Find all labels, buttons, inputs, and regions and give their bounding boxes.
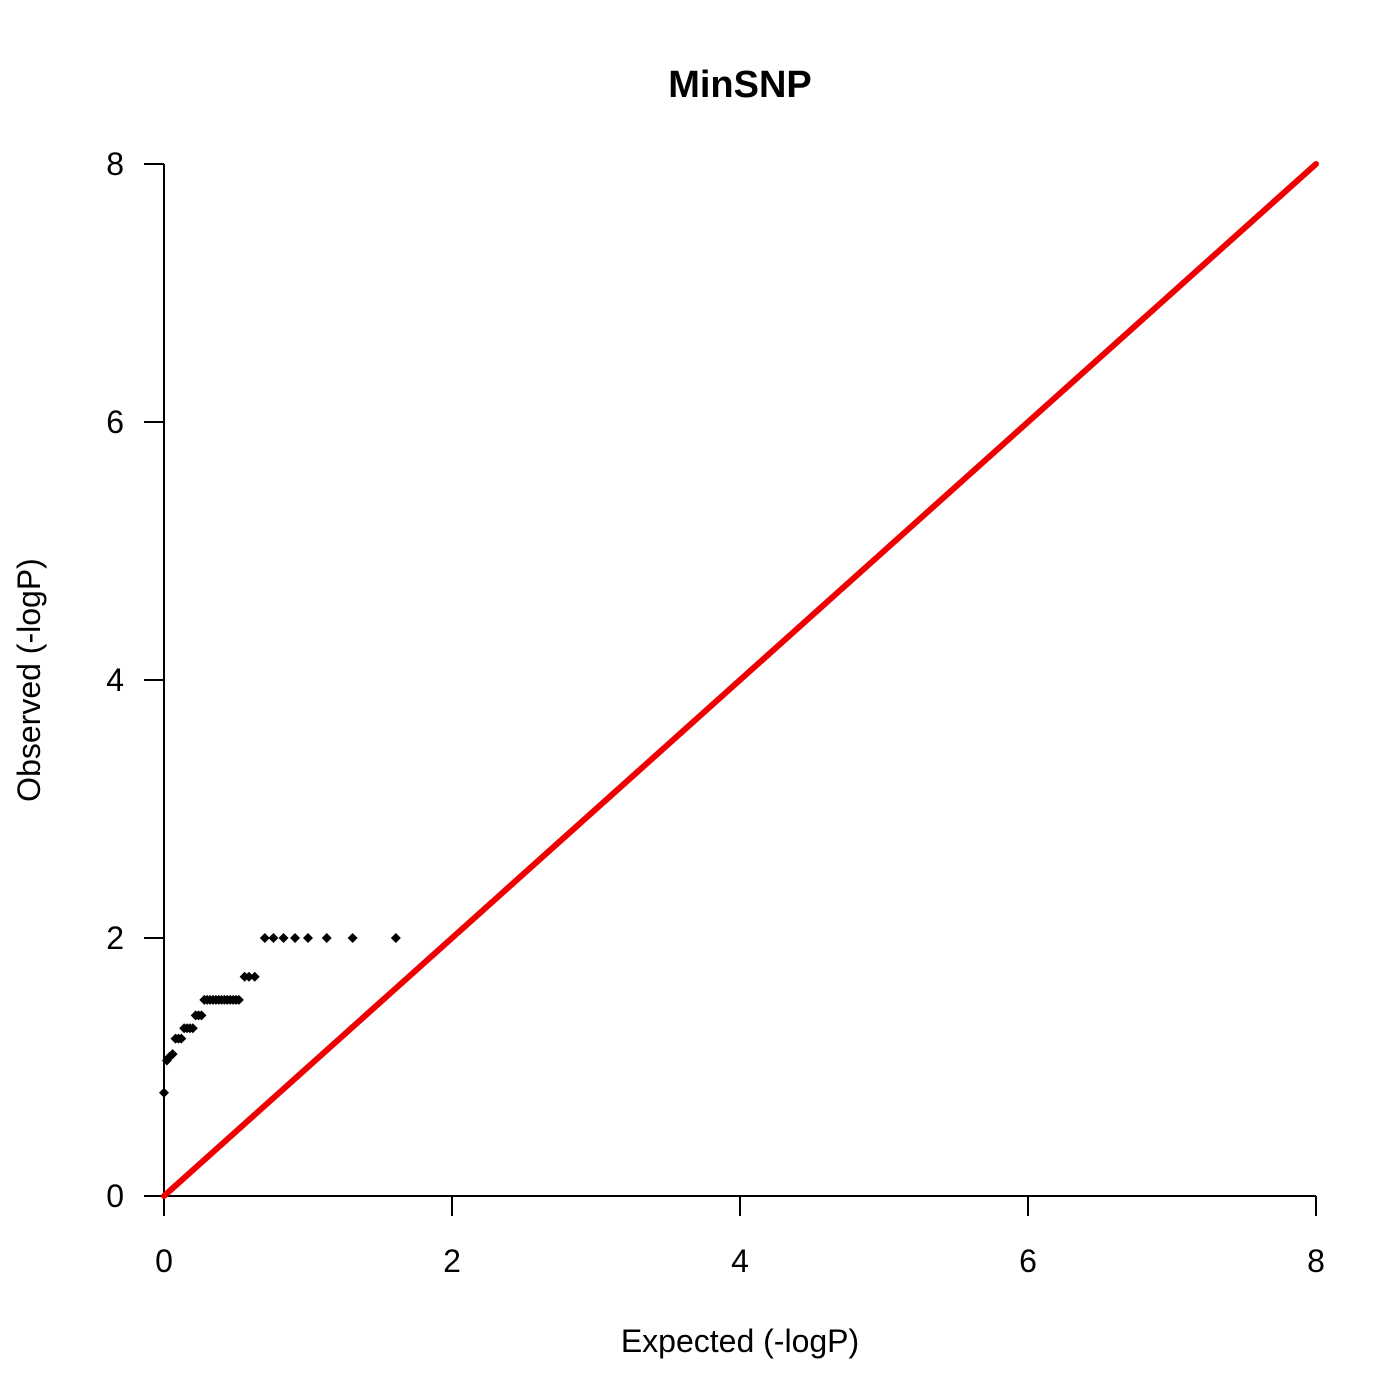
- data-point: [176, 1033, 187, 1044]
- data-point: [249, 971, 260, 982]
- x-axis-label: Expected (-logP): [621, 1323, 859, 1359]
- data-points: [159, 933, 401, 1098]
- x-tick-label: 2: [443, 1243, 461, 1279]
- x-tick-label: 4: [731, 1243, 749, 1279]
- y-tick-label: 2: [106, 920, 124, 956]
- data-point: [187, 1023, 198, 1034]
- data-point: [243, 971, 254, 982]
- data-point: [321, 933, 332, 943]
- data-point: [278, 933, 289, 943]
- x-tick-label: 0: [155, 1243, 173, 1279]
- data-point: [303, 933, 313, 943]
- data-point: [167, 1049, 178, 1060]
- y-tick-label: 6: [106, 404, 124, 440]
- y-tick-label: 0: [106, 1178, 124, 1214]
- y-tick-label: 4: [106, 662, 124, 698]
- x-tick-label: 8: [1307, 1243, 1325, 1279]
- data-point: [347, 933, 358, 943]
- data-point: [390, 933, 401, 943]
- data-point: [268, 933, 279, 943]
- y-axis-label: Observed (-logP): [11, 558, 47, 802]
- x-tick-label: 6: [1019, 1243, 1037, 1279]
- x-axis-ticks: 0 2 4 6 8: [155, 1196, 1325, 1279]
- reference-line-group: [161, 161, 1319, 1199]
- data-point: [196, 1010, 207, 1021]
- y-axis-ticks: 0 2 4 6 8: [106, 146, 164, 1214]
- data-point: [159, 1087, 169, 1098]
- data-point: [233, 994, 244, 1005]
- y-tick-label: 8: [106, 146, 124, 182]
- data-point: [290, 933, 301, 943]
- reference-line: [161, 161, 1319, 1199]
- data-point: [259, 933, 270, 943]
- chart-title: MinSNP: [668, 64, 812, 106]
